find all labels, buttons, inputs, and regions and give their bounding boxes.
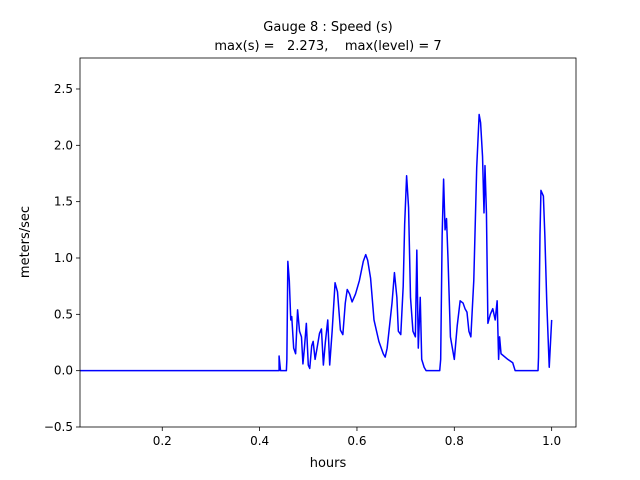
x-tick-label: 0.2	[153, 434, 172, 448]
y-tick-label: −0.5	[44, 420, 73, 434]
x-tick-label: 0.8	[445, 434, 464, 448]
x-tick-label: 0.6	[347, 434, 366, 448]
y-tick-label: 1.5	[54, 195, 73, 209]
y-tick-label: 1.0	[54, 251, 73, 265]
plot-frame	[79, 57, 577, 428]
y-axis-label: meters/sec	[18, 206, 33, 278]
x-tick-label: 0.4	[250, 434, 269, 448]
data-line	[80, 113, 553, 372]
chart-subtitle: max(s) = 2.273, max(level) = 7	[214, 39, 441, 54]
y-tick-label: 0.0	[54, 364, 73, 378]
x-tick-label: 1.0	[542, 434, 561, 448]
chart-title: Gauge 8 : Speed (s)	[263, 20, 392, 35]
x-axis-label: hours	[310, 456, 347, 471]
y-tick-label: 0.5	[54, 307, 73, 321]
y-tick-label: 2.0	[54, 138, 73, 152]
y-tick-label: 2.5	[54, 82, 73, 96]
